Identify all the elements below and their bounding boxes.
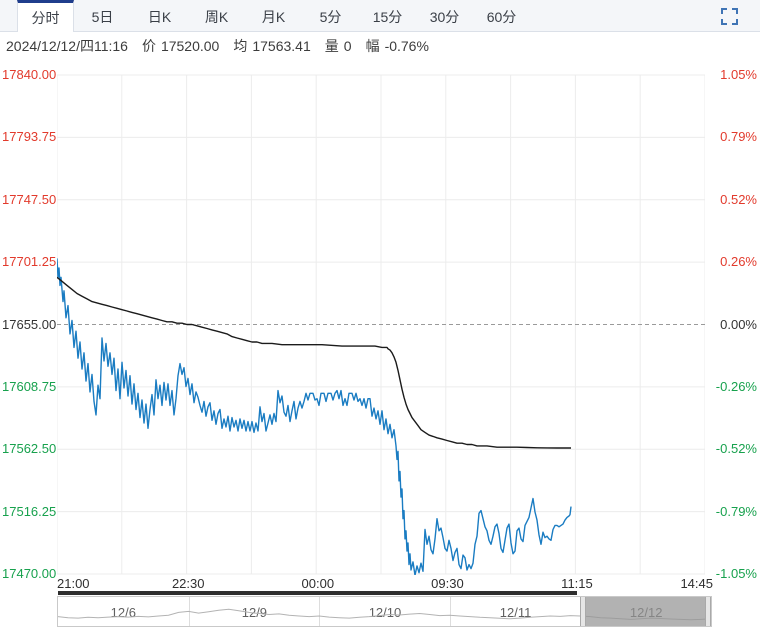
amplitude-value: -0.76% — [384, 38, 429, 54]
y-axis-price-label: 17655.00 — [2, 317, 57, 332]
y-axis-percent-label: -0.79% — [715, 504, 757, 519]
volume-value: 0 — [343, 38, 352, 54]
y-axis-percent-label: 0.26% — [720, 254, 757, 269]
status-datetime: 2024/12/12/四11:16 — [6, 38, 128, 54]
tab-60min[interactable]: 60分 — [486, 9, 517, 25]
fullscreen-icon — [720, 7, 738, 25]
x-axis-labels: 21:00 22:30 00:00 09:30 11:15 14:45 — [57, 576, 713, 591]
amplitude-label: 幅 — [365, 38, 380, 54]
tab-15min[interactable]: 15分 — [372, 9, 403, 25]
tab-5day[interactable]: 5日 — [91, 9, 114, 25]
x-axis-time-label: 09:30 — [431, 576, 464, 591]
y-axis-price-label: 17840.00 — [2, 67, 57, 82]
x-axis-time-label: 14:45 — [680, 576, 713, 591]
x-axis-time-label: 00:00 — [301, 576, 335, 591]
y-axis-price-label: 17793.75 — [2, 129, 57, 144]
status-amplitude: 幅 -0.76% — [366, 36, 429, 56]
tab-list: 分时 5日 日K 周K 月K 5分 15分 30分 60分 — [17, 0, 530, 32]
average-label: 均 — [233, 38, 248, 54]
y-axis-price-label: 17701.25 — [2, 254, 57, 269]
tab-minute[interactable]: 分时 — [17, 0, 74, 32]
y-axis-price-label: 17608.75 — [2, 379, 57, 394]
x-axis-time-label: 11:15 — [561, 576, 593, 591]
average-value: 17563.41 — [252, 38, 311, 54]
navigator-selected-range[interactable] — [586, 597, 705, 626]
average-line — [57, 276, 571, 449]
navigator-section-12-11[interactable]: 12/11 — [449, 597, 581, 626]
y-axis-price-label: 17516.25 — [2, 504, 57, 519]
tab-week-k[interactable]: 周K — [204, 9, 229, 25]
y-axis-price-label: 17562.50 — [2, 441, 57, 456]
chart-canvas[interactable] — [57, 60, 705, 575]
y-axis-percent-label: 0.52% — [720, 192, 757, 207]
y-axis-price-label: 17747.50 — [2, 192, 57, 207]
navigator-right-handle[interactable] — [705, 597, 711, 626]
y-axis-percent-label: 0.00% — [720, 317, 757, 332]
x-axis-time-label: 22:30 — [171, 576, 205, 591]
period-tabbar: 分时 5日 日K 周K 月K 5分 15分 30分 60分 — [0, 0, 760, 32]
y-axis-percent-label: -0.52% — [715, 441, 757, 456]
price-label: 价 — [141, 38, 156, 54]
price-value: 17520.00 — [160, 38, 220, 54]
tab-month-k[interactable]: 月K — [261, 9, 286, 25]
y-axis-percent-label: -1.05% — [715, 566, 757, 581]
y-axis-percent-label: -0.26% — [715, 379, 757, 394]
tab-5min[interactable]: 5分 — [319, 9, 342, 25]
y-axis-price-label: 17470.00 — [2, 566, 57, 581]
x-axis-time-label: 21:00 — [57, 576, 90, 591]
price-line — [57, 258, 572, 575]
navigator-left-handle[interactable] — [580, 597, 587, 626]
status-average: 均 17563.41 — [233, 36, 310, 56]
status-price: 价 17520.00 — [142, 36, 219, 56]
tab-30min[interactable]: 30分 — [429, 9, 460, 25]
y-axis-percent-label: 0.79% — [720, 129, 757, 144]
navigator-date-label: 12/9 — [241, 605, 268, 620]
y-axis-percent-label: 1.05% — [720, 67, 757, 82]
loaded-range-bar[interactable] — [58, 591, 577, 595]
fullscreen-button[interactable] — [718, 5, 740, 27]
navigator-date-label: 12/11 — [499, 605, 532, 620]
tab-day-k[interactable]: 日K — [147, 9, 172, 25]
volume-label: 量 — [324, 38, 339, 54]
